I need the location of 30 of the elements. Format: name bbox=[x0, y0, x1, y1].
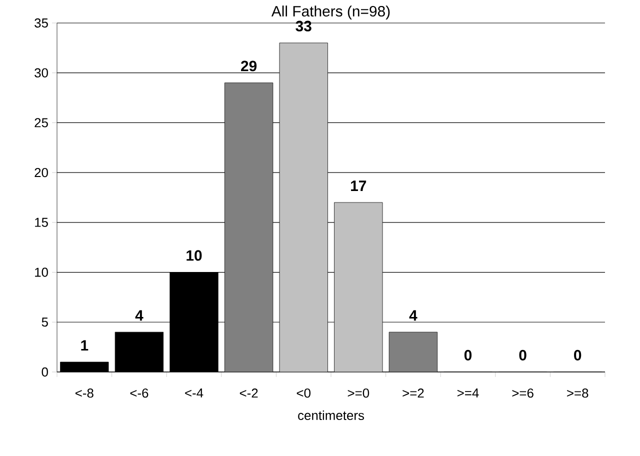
y-tick-label: 0 bbox=[42, 367, 48, 377]
x-tick-label: >=6 bbox=[512, 388, 534, 398]
x-tick-label: <-4 bbox=[185, 388, 204, 398]
x-tick-label: >=8 bbox=[567, 388, 588, 398]
y-tick-label: 10 bbox=[35, 268, 48, 277]
y-tick-label: 35 bbox=[34, 18, 48, 28]
data-label: 0 bbox=[574, 350, 582, 360]
y-tick-label: 15 bbox=[35, 218, 48, 227]
y-tick-label: 30 bbox=[34, 68, 48, 78]
data-label: 4 bbox=[409, 310, 418, 321]
data-label: 4 bbox=[135, 310, 144, 321]
data-label: 0 bbox=[519, 350, 526, 360]
data-label: 17 bbox=[351, 180, 366, 191]
x-axis-title: centimeters bbox=[298, 410, 364, 420]
x-tick-label: <-8 bbox=[76, 388, 94, 398]
data-label: 10 bbox=[186, 250, 202, 261]
y-tick-label: 25 bbox=[34, 118, 48, 128]
x-tick-label: >=2 bbox=[402, 388, 424, 398]
data-label: 29 bbox=[241, 60, 257, 72]
chart-title: All Fathers (n=98) bbox=[271, 6, 390, 20]
x-tick-label: <0 bbox=[296, 388, 310, 398]
y-tick-label: 20 bbox=[34, 168, 48, 178]
x-tick-label: >=0 bbox=[348, 388, 370, 398]
x-tick-label: >=4 bbox=[457, 388, 479, 398]
data-label: 1 bbox=[81, 340, 88, 350]
y-tick-label: 5 bbox=[42, 318, 48, 327]
data-label: 0 bbox=[464, 350, 472, 360]
x-tick-label: <-2 bbox=[240, 388, 258, 398]
data-label: 33 bbox=[296, 20, 312, 32]
x-tick-label: <-6 bbox=[130, 388, 148, 398]
